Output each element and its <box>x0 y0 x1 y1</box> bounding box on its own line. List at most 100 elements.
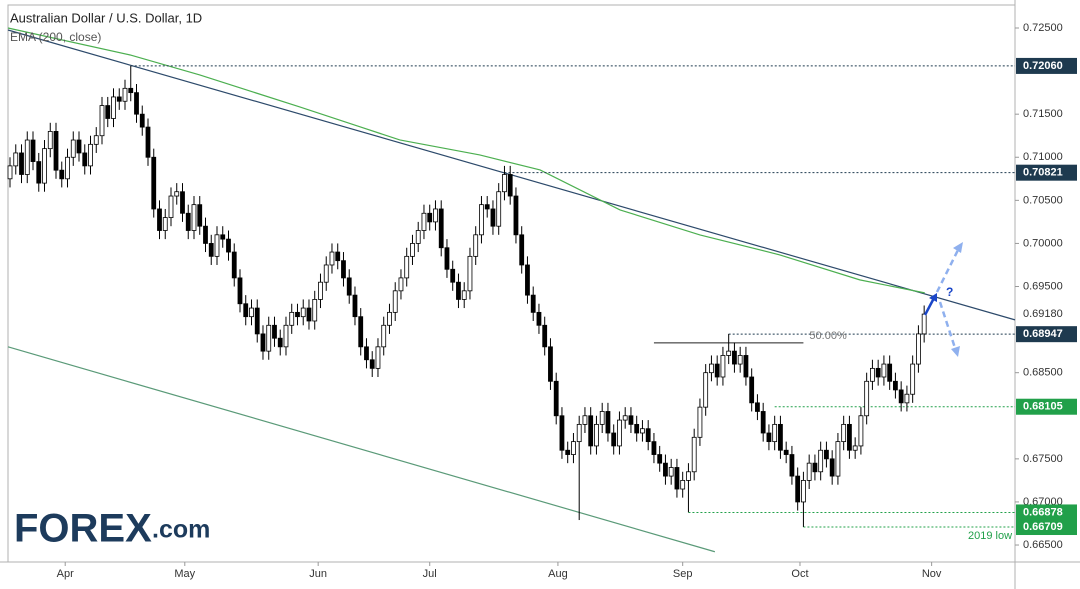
candle-body <box>231 251 237 279</box>
candle-body <box>795 475 801 503</box>
x-tick-label: Jun <box>309 568 327 580</box>
candle-body <box>605 411 611 434</box>
arrow-main <box>923 297 936 316</box>
candle-body <box>461 290 467 300</box>
price-tag <box>1016 57 1077 74</box>
candle-body <box>398 277 404 292</box>
candle-body <box>611 432 617 447</box>
candle-body <box>732 350 737 365</box>
price-tag-label: 0.70821 <box>1023 167 1063 179</box>
candle-body <box>565 449 571 455</box>
candle-body <box>254 307 260 335</box>
arrow-down-head <box>951 346 960 357</box>
candle-body <box>818 449 824 473</box>
layer: Apr May Jun Jul Aug Sep Oct Nov 0.72500 0.71500 0.… <box>7 22 1077 580</box>
candle-body <box>484 204 490 210</box>
candle-body <box>668 467 674 477</box>
candle-body <box>743 355 749 378</box>
ema-line <box>7 27 925 294</box>
candle-body <box>358 316 364 348</box>
candle-body <box>513 195 519 236</box>
candle-body <box>277 337 283 348</box>
candle-body <box>375 346 381 369</box>
candle-body <box>47 131 53 150</box>
candle-body <box>571 441 576 455</box>
candle-body <box>536 311 542 326</box>
y-tick-label: 0.71500 <box>1023 108 1063 120</box>
x-tick-label: Aug <box>548 568 568 580</box>
candle-body <box>346 277 352 296</box>
candle-body <box>737 355 743 365</box>
candle-body <box>151 156 157 210</box>
candle-body <box>180 191 185 214</box>
candle-body <box>421 212 427 231</box>
candle-body <box>824 449 829 460</box>
candle-body <box>185 212 191 231</box>
candle-body <box>530 294 536 313</box>
candle-body <box>134 92 139 115</box>
candle-body <box>266 324 272 352</box>
candle-body <box>674 467 680 490</box>
candle-body <box>507 174 513 197</box>
candle-body <box>450 268 456 283</box>
candle-body <box>835 441 841 477</box>
candle-body <box>381 324 387 348</box>
price-tag-label: 0.72060 <box>1023 60 1063 72</box>
candle-body <box>875 367 881 378</box>
candle-body <box>760 411 766 434</box>
candle-body <box>220 234 226 240</box>
candle-body <box>599 411 605 425</box>
candle-body <box>65 156 70 180</box>
candle-body <box>157 208 162 231</box>
candle-body <box>197 204 203 227</box>
candle-body <box>858 415 864 447</box>
candle-body <box>772 423 778 443</box>
candle-body <box>617 419 622 447</box>
fib-label: 50.00% <box>809 330 847 342</box>
candle-body <box>789 454 795 477</box>
candle-body <box>766 432 772 443</box>
x-tick-label: Apr <box>57 568 74 580</box>
candle-body <box>174 191 180 197</box>
candle-body <box>191 204 197 231</box>
x-tick-label: Nov <box>922 568 942 580</box>
candle-body <box>663 462 668 477</box>
candle-body <box>622 415 628 421</box>
candle-body <box>53 131 59 171</box>
y-tick-label: 0.70000 <box>1023 237 1063 249</box>
question-mark: ? <box>946 285 953 299</box>
candle-body <box>893 380 898 391</box>
candle-body <box>243 303 249 318</box>
candle-body <box>99 105 105 137</box>
price-tag <box>1016 398 1077 415</box>
candle-body <box>576 423 582 443</box>
trendline <box>7 346 716 553</box>
candle-body <box>582 415 588 425</box>
candle-body <box>456 281 461 300</box>
candle-body <box>392 290 398 313</box>
plot-frame <box>7 4 1016 563</box>
price-tag <box>1016 164 1077 181</box>
candle-body <box>847 423 852 451</box>
candle-body <box>433 208 438 223</box>
candle-body <box>548 346 553 382</box>
candle-body <box>352 294 358 318</box>
arrow-head <box>929 293 937 302</box>
candle-body <box>898 389 904 404</box>
candle-body <box>864 380 870 417</box>
candle-body <box>203 225 208 244</box>
candle-body <box>410 243 415 257</box>
candle-body <box>122 87 128 102</box>
arrow-up <box>935 249 960 293</box>
candle-body <box>651 441 657 455</box>
candle-body <box>139 113 145 128</box>
candle-body <box>778 423 783 451</box>
candle-body <box>496 191 502 227</box>
candle-body <box>111 96 116 119</box>
price-tag-label: 0.66878 <box>1023 506 1063 518</box>
candle-body <box>289 311 295 326</box>
x-tick-label: Sep <box>673 568 693 580</box>
candle-body <box>237 277 243 305</box>
logo-suffix: .com <box>152 516 210 544</box>
candle-body <box>42 148 47 184</box>
